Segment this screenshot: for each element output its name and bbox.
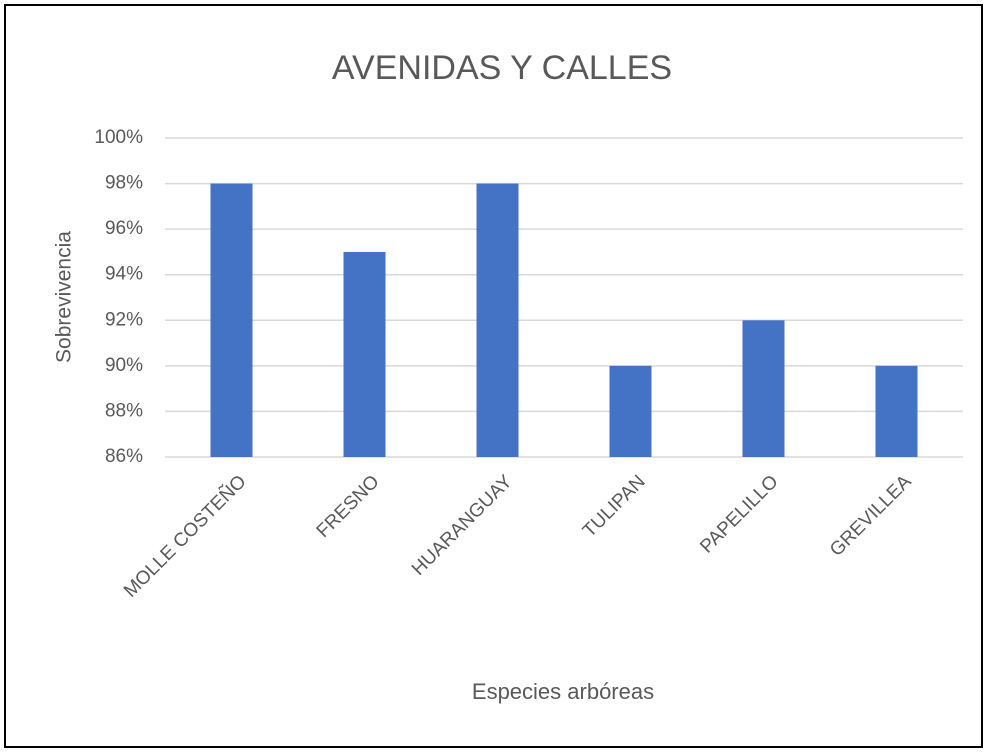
y-tick-label: 100% — [94, 127, 143, 148]
bar — [609, 365, 652, 457]
bar — [476, 183, 519, 458]
chart-title: AVENIDAS Y CALLES — [332, 49, 672, 87]
x-axis-label: Especies arbóreas — [472, 679, 654, 704]
y-tick-label: 94% — [105, 264, 143, 285]
bar — [343, 251, 386, 457]
bar — [875, 365, 918, 457]
bar — [210, 183, 253, 458]
bar — [742, 320, 785, 457]
y-axis-label: Sobrevivencia — [53, 231, 76, 363]
y-tick-label: 88% — [105, 400, 143, 421]
y-tick-label: 86% — [105, 446, 143, 467]
y-tick-label: 96% — [105, 218, 143, 239]
y-tick-label: 98% — [105, 173, 143, 194]
y-tick-label: 92% — [105, 309, 143, 330]
y-tick-label: 90% — [105, 355, 143, 376]
